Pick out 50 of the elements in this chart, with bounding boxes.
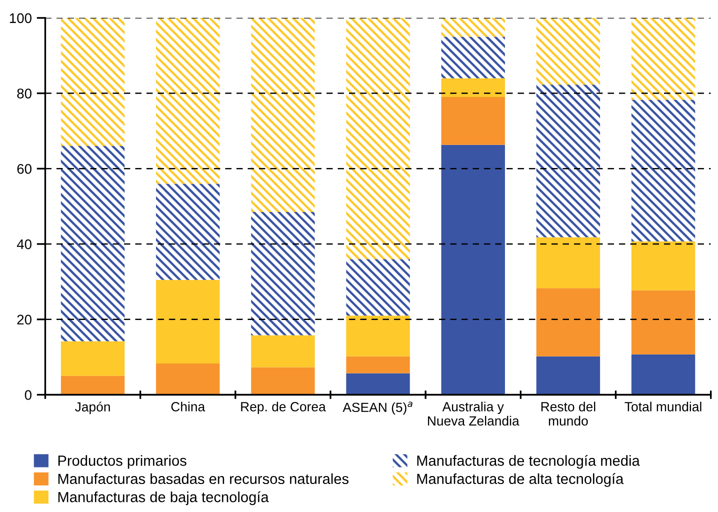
bar <box>156 363 220 395</box>
x-tick-label: China <box>171 402 206 412</box>
legend-label: Manufacturas de baja tecnología <box>58 491 269 506</box>
bar <box>536 237 600 288</box>
bar <box>346 316 410 356</box>
bar <box>251 335 315 368</box>
bar <box>346 356 410 374</box>
y-tick-label: 80 <box>17 88 32 98</box>
bar <box>536 288 600 356</box>
bar <box>536 356 600 395</box>
y-tick-label: 100 <box>10 13 32 24</box>
bar <box>346 373 410 395</box>
bar <box>441 144 505 395</box>
y-tick-label: 60 <box>17 164 32 174</box>
bar <box>536 18 600 85</box>
bar <box>631 241 696 290</box>
bar <box>441 78 505 98</box>
bar <box>251 18 315 212</box>
bar <box>60 146 125 342</box>
bar <box>60 376 125 395</box>
bar <box>441 36 505 78</box>
bar <box>536 84 600 238</box>
bar <box>251 212 315 336</box>
x-tick-label: Total mundial <box>624 402 702 412</box>
bar <box>631 100 696 242</box>
x-tick-label: Japón <box>75 402 110 414</box>
y-tick-label: 0 <box>24 390 32 400</box>
bar <box>60 18 125 146</box>
bar <box>441 97 505 145</box>
x-tick-label: ASEAN (5)$^{a}$ <box>342 402 412 415</box>
x-tick-label: Resto del mundo <box>541 402 596 426</box>
x-tick-label: Australia y Nueva Zelandia <box>428 402 520 426</box>
bar <box>631 290 696 354</box>
bar <box>156 280 220 364</box>
x-tick-label: Rep. de Corea <box>241 402 326 414</box>
bar <box>441 18 505 37</box>
legend-label: Manufacturas basadas en recursos naturales <box>58 473 349 484</box>
y-tick-label: 20 <box>17 314 32 325</box>
bar <box>346 18 410 260</box>
legend-label: Manufacturas de tecnología media <box>417 454 640 469</box>
bar <box>251 367 315 395</box>
bar <box>156 18 220 184</box>
bar <box>631 18 696 100</box>
bar <box>631 354 696 395</box>
bar <box>156 184 220 280</box>
bar <box>60 341 125 376</box>
bar <box>346 259 410 316</box>
legend-label: Manufacturas de alta tecnología <box>417 473 624 487</box>
legend-label: Productos primarios <box>58 455 186 469</box>
y-tick-label: 40 <box>16 239 32 250</box>
